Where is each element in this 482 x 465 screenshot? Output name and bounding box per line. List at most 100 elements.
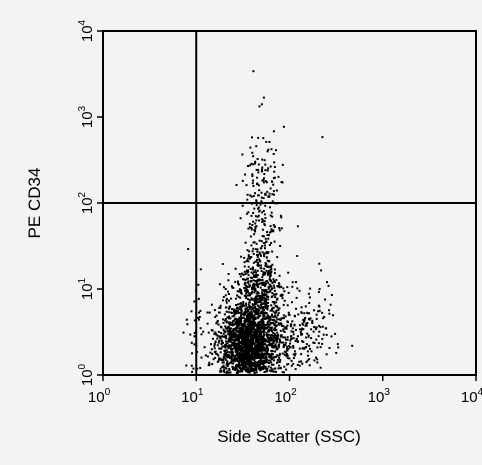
scatter-point — [319, 326, 322, 329]
scatter-point — [314, 328, 317, 331]
scatter-point — [233, 340, 236, 343]
scatter-point — [292, 345, 295, 347]
scatter-point — [301, 340, 304, 343]
scatter-point — [276, 347, 278, 350]
scatter-point — [290, 323, 293, 326]
scatter-point — [255, 168, 258, 171]
scatter-point — [219, 325, 222, 328]
scatter-point — [266, 281, 269, 284]
scatter-point — [252, 276, 255, 278]
scatter-point — [249, 294, 252, 297]
scatter-point — [248, 356, 251, 359]
scatter-point — [265, 316, 268, 319]
scatter-point — [278, 318, 281, 321]
scatter-point — [248, 301, 251, 304]
scatter-point — [273, 356, 275, 359]
scatter-point — [225, 342, 228, 345]
scatter-point — [288, 314, 291, 316]
scatter-point — [289, 342, 292, 345]
scatter-point — [315, 356, 317, 359]
scatter-point — [296, 363, 299, 366]
scatter-point — [253, 354, 256, 357]
scatter-point — [271, 330, 274, 333]
scatter-point — [270, 370, 273, 373]
scatter-point — [275, 149, 277, 152]
scatter-point — [253, 316, 256, 319]
scatter-point — [256, 269, 259, 272]
scatter-point — [258, 301, 261, 304]
scatter-point — [264, 288, 267, 291]
scatter-point — [269, 338, 272, 341]
scatter-point — [286, 338, 289, 341]
scatter-point — [245, 361, 248, 364]
scatter-point — [233, 310, 236, 313]
scatter-point — [272, 130, 275, 133]
scatter-point — [245, 310, 248, 313]
scatter-point — [304, 346, 307, 349]
scatter-point — [247, 340, 250, 343]
scatter-point — [256, 294, 259, 297]
scatter-point — [284, 315, 287, 318]
scatter-point — [212, 337, 214, 340]
scatter-point — [254, 160, 257, 163]
scatter-point — [263, 348, 266, 351]
scatter-point — [199, 309, 202, 312]
scatter-point — [223, 370, 225, 372]
scatter-point — [237, 283, 240, 286]
scatter-point — [308, 364, 311, 367]
scatter-point — [260, 324, 262, 326]
scatter-point — [255, 366, 258, 369]
scatter-point — [228, 367, 231, 370]
scatter-point — [225, 367, 228, 370]
scatter-point — [256, 215, 259, 218]
scatter-point — [266, 327, 269, 330]
scatter-point — [247, 363, 250, 366]
scatter-point — [225, 306, 228, 309]
scatter-point — [236, 350, 239, 353]
scatter-point — [250, 306, 253, 308]
scatter-point — [322, 317, 325, 320]
scatter-point — [218, 339, 221, 342]
scatter-point — [237, 340, 240, 343]
scatter-point — [287, 321, 289, 324]
scatter-point — [273, 302, 276, 305]
scatter-point — [239, 296, 242, 299]
scatter-point — [267, 260, 270, 263]
scatter-point — [283, 353, 286, 356]
scatter-point — [267, 167, 270, 170]
scatter-point — [308, 312, 310, 315]
scatter-point — [240, 364, 243, 366]
scatter-point — [269, 206, 271, 209]
scatter-point — [290, 364, 293, 367]
scatter-point — [254, 367, 257, 370]
scatter-point — [228, 299, 230, 302]
scatter-point — [253, 342, 256, 345]
scatter-point — [221, 366, 224, 368]
scatter-point — [275, 328, 278, 331]
scatter-point — [298, 347, 301, 350]
scatter-point — [264, 271, 267, 274]
scatter-point — [279, 245, 282, 247]
scatter-point — [237, 356, 240, 359]
scatter-point — [267, 237, 270, 240]
scatter-point — [324, 327, 327, 330]
scatter-point — [226, 290, 229, 293]
scatter-point — [207, 364, 210, 367]
scatter-point — [263, 244, 266, 247]
scatter-point — [272, 346, 275, 349]
scatter-point — [247, 274, 250, 277]
scatter-point — [254, 305, 257, 308]
scatter-point — [231, 286, 234, 289]
scatter-point — [272, 310, 275, 313]
scatter-point — [303, 312, 306, 315]
scatter-point — [321, 311, 324, 314]
scatter-point — [249, 326, 252, 329]
scatter-point — [282, 325, 285, 328]
scatter-point — [304, 305, 307, 308]
scatter-point — [264, 265, 267, 267]
scatter-point — [222, 318, 224, 321]
scatter-point — [268, 192, 271, 195]
scatter-point — [222, 321, 225, 324]
scatter-point — [240, 323, 243, 326]
scatter-point — [247, 309, 250, 312]
